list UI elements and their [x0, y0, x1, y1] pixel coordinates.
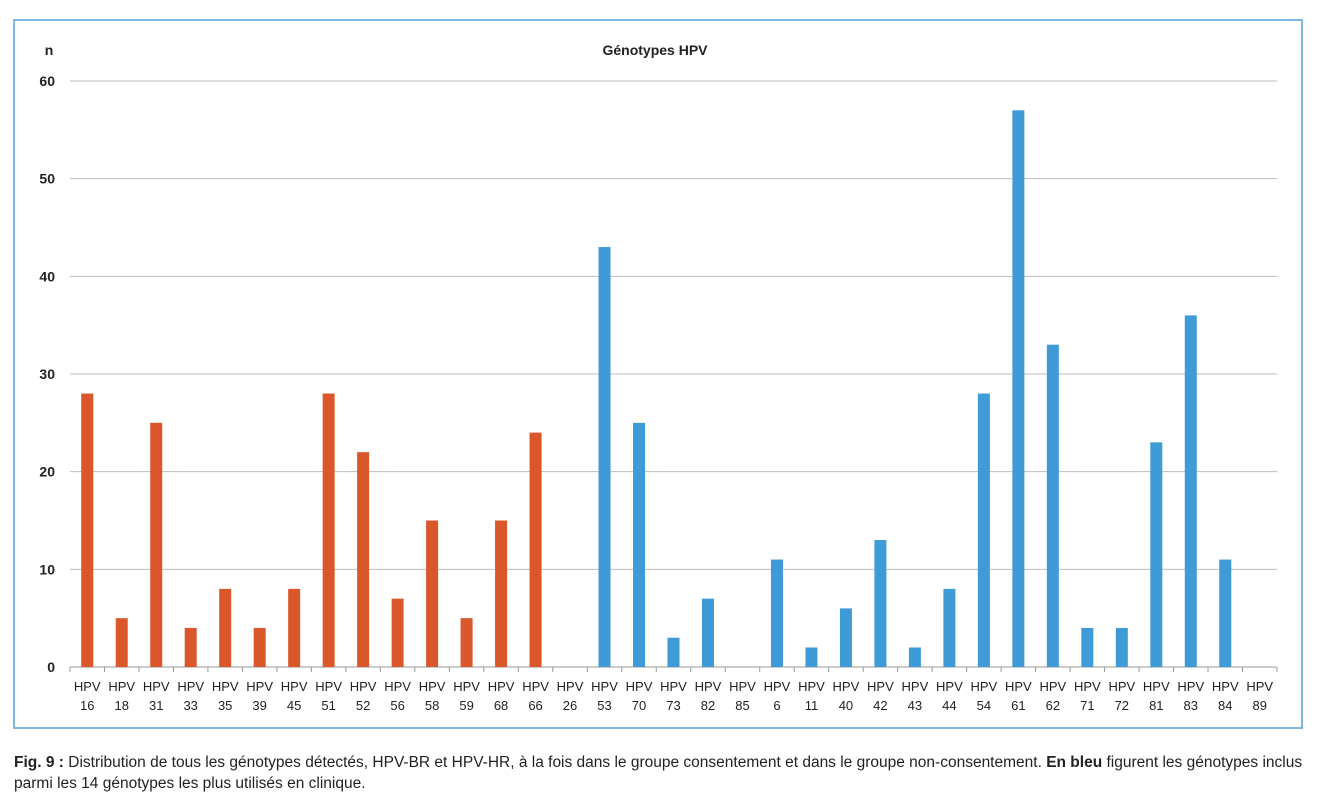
bar	[460, 618, 473, 667]
x-tick-label: HPV 58	[419, 679, 446, 713]
y-tick-label: 40	[39, 268, 55, 284]
x-tick-label: HPV 39	[246, 679, 273, 713]
y-tick-label: 50	[39, 171, 55, 187]
x-tick-label: HPV 71	[1074, 679, 1101, 713]
bar	[1012, 110, 1025, 668]
x-tick-label: HPV 72	[1108, 679, 1135, 713]
bars	[81, 110, 1232, 668]
x-tick-label: HPV 70	[626, 679, 653, 713]
y-tick-label: 20	[39, 464, 55, 480]
bar	[633, 422, 646, 667]
x-tick-label: HPV 59	[453, 679, 480, 713]
y-axis-label: n	[45, 42, 54, 58]
x-tick-label: HPV 54	[971, 679, 998, 713]
x-tick-label: HPV 62	[1039, 679, 1066, 713]
y-tick-label: 0	[47, 659, 55, 675]
x-tick-label: HPV 51	[315, 679, 342, 713]
x-tick-label: HPV 40	[833, 679, 860, 713]
bar	[805, 647, 818, 667]
bar	[1115, 627, 1128, 667]
bar	[667, 637, 680, 667]
bar-chart: n Génotypes HPV 0 10 20 30 40 50 60 HPV 16 HPV 18…	[39, 42, 1278, 713]
bar	[357, 452, 370, 667]
x-tick-label: HPV 73	[660, 679, 687, 713]
bar	[288, 588, 301, 667]
bar	[426, 520, 439, 667]
x-tick-label: HPV 53	[591, 679, 618, 713]
x-tick-label: HPV 26	[557, 679, 584, 713]
bar	[219, 588, 232, 667]
x-tick-label: HPV 31	[143, 679, 170, 713]
x-tick-label: HPV 81	[1143, 679, 1170, 713]
bar	[1150, 442, 1163, 667]
bar	[701, 598, 714, 667]
x-tick-label: HPV 33	[177, 679, 204, 713]
caption-text-part2: figurent les génotypes inclus parmi les …	[14, 754, 1303, 792]
bar	[598, 247, 611, 668]
x-tick-label: HPV 18	[108, 679, 135, 713]
y-tick-label: 60	[39, 73, 55, 89]
x-tick-label: HPV 44	[936, 679, 963, 713]
bar	[81, 393, 94, 667]
bar	[495, 520, 508, 667]
figure-caption: Fig. 9 : Distribution de tous les génoty…	[14, 752, 1310, 794]
x-tick-label: HPV 6	[764, 679, 791, 713]
x-tick-label: HPV 89	[1246, 679, 1273, 713]
x-tick-label: HPV 11	[798, 679, 825, 713]
x-tick-label: HPV 45	[281, 679, 308, 713]
bar	[1046, 344, 1059, 667]
x-tick-label: HPV 68	[488, 679, 515, 713]
x-tick-label: HPV 61	[1005, 679, 1032, 713]
x-tick-label: HPV 84	[1212, 679, 1239, 713]
y-tick-label: 30	[39, 366, 55, 382]
x-tick-label: HPV 85	[729, 679, 756, 713]
caption-bold-part: En bleu	[1046, 754, 1103, 771]
bar	[908, 647, 921, 667]
bar	[770, 559, 783, 667]
x-tick-label: HPV 56	[384, 679, 411, 713]
bar	[943, 588, 956, 667]
bar	[150, 422, 163, 667]
chart-frame: n Génotypes HPV 0 10 20 30 40 50 60 HPV 16 HPV 18…	[13, 19, 1303, 729]
bar	[391, 598, 404, 667]
x-tick-labels: HPV 16 HPV 18 HPV 31 HPV 33 HPV 35 HPV 39 HPV 45 HPV 51…	[74, 679, 1274, 713]
bar	[184, 627, 197, 667]
x-tick-label: HPV 83	[1177, 679, 1204, 713]
chart-title: Génotypes HPV	[602, 42, 708, 58]
x-tick-label: HPV 52	[350, 679, 377, 713]
bar	[839, 608, 852, 667]
y-tick-labels: 0 10 20 30 40 50 60	[39, 73, 55, 675]
bar	[1081, 627, 1094, 667]
bar	[977, 393, 990, 667]
bar	[1219, 559, 1232, 667]
bar	[322, 393, 335, 667]
bar	[874, 540, 887, 667]
caption-text-part1: Distribution de tous les génotypes détec…	[63, 754, 1047, 771]
bar	[529, 432, 542, 667]
x-tick-label: HPV 66	[522, 679, 549, 713]
x-tick-label: HPV 16	[74, 679, 101, 713]
grid-lines	[69, 80, 1278, 672]
x-tick-label: HPV 82	[695, 679, 722, 713]
bar	[253, 627, 266, 667]
caption-fig-label: Fig. 9 :	[14, 754, 64, 771]
bar	[115, 618, 128, 667]
x-tick-label: HPV 43	[902, 679, 929, 713]
bar	[1184, 315, 1197, 667]
y-tick-label: 10	[39, 561, 55, 577]
x-tick-label: HPV 42	[867, 679, 894, 713]
x-tick-label: HPV 35	[212, 679, 239, 713]
